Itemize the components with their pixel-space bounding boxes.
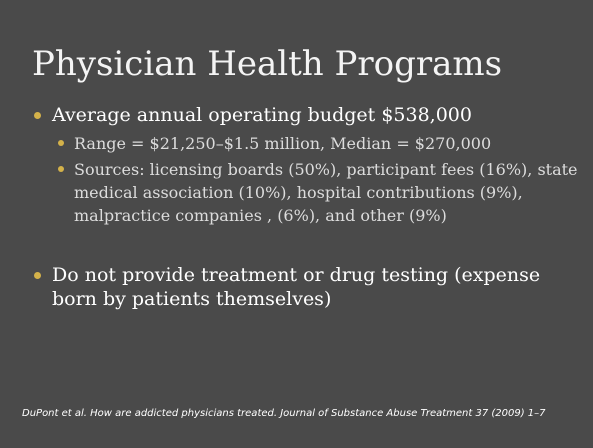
- bullet-dot-icon: [34, 112, 41, 119]
- bullet-dot-icon: [58, 166, 64, 172]
- slide-title: Physician Health Programs: [32, 44, 503, 84]
- bullet-treatment: Do not provide treatment or drug testing…: [34, 263, 554, 311]
- citation: DuPont et al. How are addicted physician…: [22, 408, 546, 419]
- bullet-budget: Average annual operating budget $538,000: [34, 103, 554, 127]
- bullet-text: Do not provide treatment or drug testing…: [52, 264, 541, 310]
- bullet-text: Average annual operating budget $538,000: [52, 104, 472, 126]
- sub-bullet-text: Sources: licensing boards (50%), partici…: [74, 160, 578, 225]
- sub-bullet-range: Range = $21,250–$1.5 million, Median = $…: [58, 132, 578, 155]
- bullet-dot-icon: [58, 140, 64, 146]
- bullet-dot-icon: [34, 272, 41, 279]
- sub-bullet-text: Range = $21,250–$1.5 million, Median = $…: [74, 134, 492, 153]
- sub-bullet-sources: Sources: licensing boards (50%), partici…: [58, 158, 578, 227]
